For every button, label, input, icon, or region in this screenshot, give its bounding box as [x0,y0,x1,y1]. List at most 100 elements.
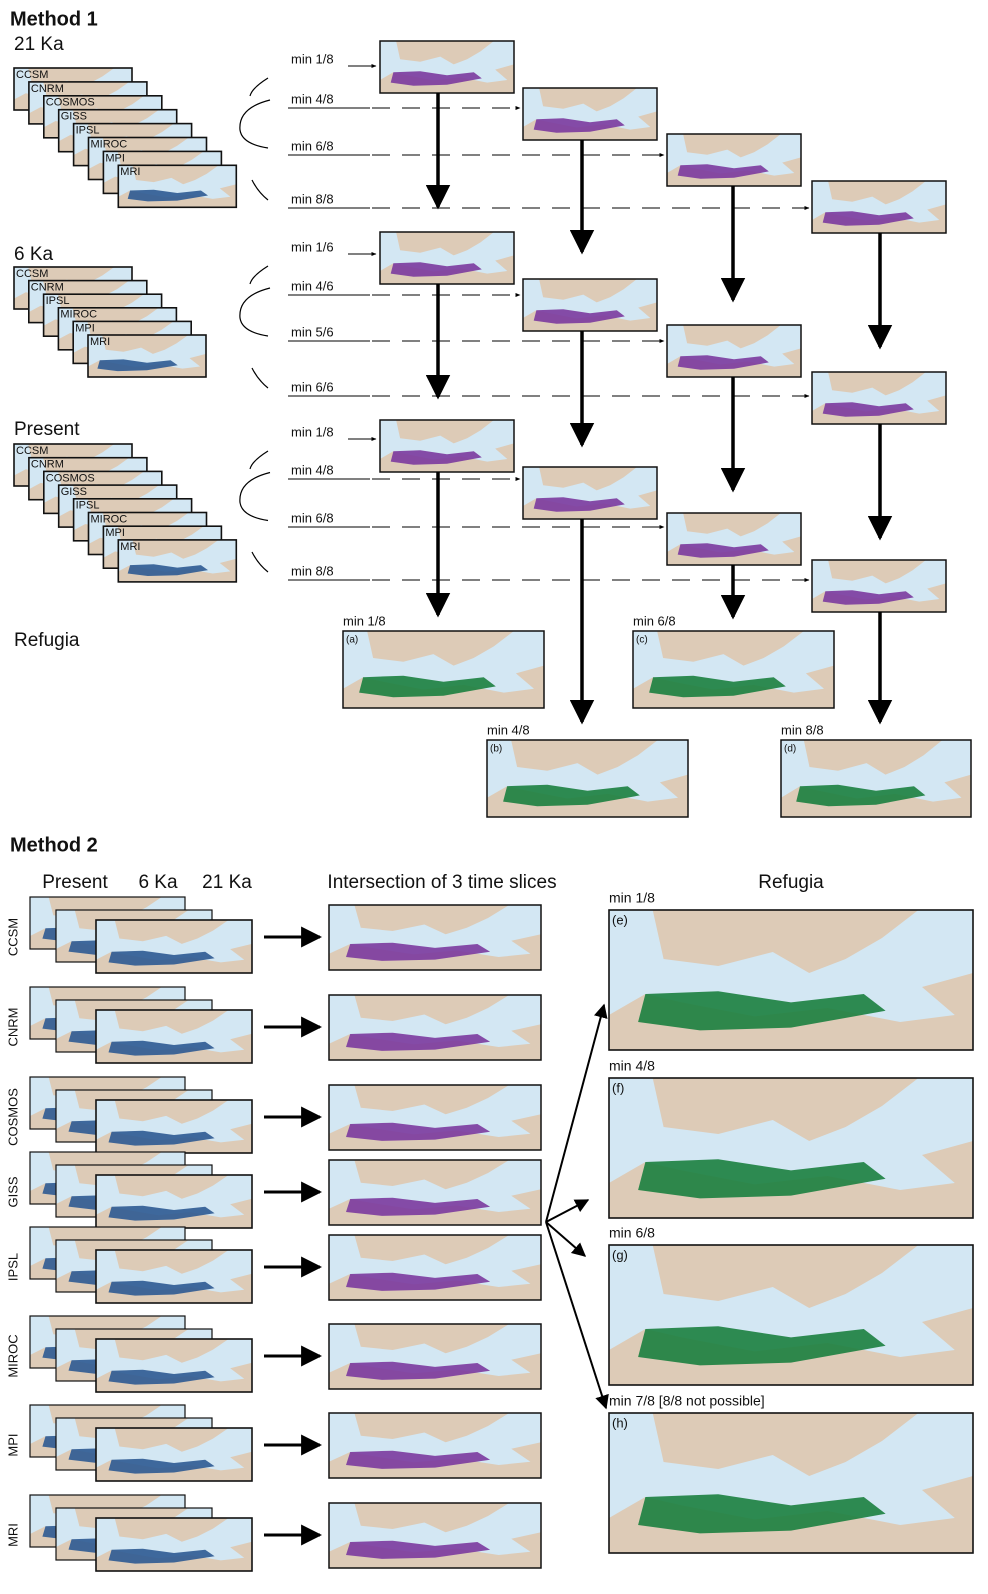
label: COSMOS [46,97,95,109]
label: (d) [784,744,796,755]
label: Present [14,419,80,440]
label: CNRM [31,459,64,471]
label: min 4/8 [487,722,530,737]
label: (g) [612,1247,628,1262]
arrow [546,1005,604,1222]
label: (a) [346,635,358,646]
label: MPI [105,527,125,539]
label: min 6/8 [291,138,334,153]
map [96,1010,252,1063]
label: Refugia [758,872,824,893]
label: MRI [120,166,140,178]
map [667,134,801,186]
map [329,1160,541,1225]
map [329,1413,541,1478]
label: 6 Ka [138,872,178,893]
label: min 5/6 [291,324,334,339]
label: min 6/8 [291,510,334,525]
map [609,1413,973,1553]
brace [240,451,270,572]
label: GISS [5,1176,20,1207]
map [329,905,541,970]
label: 21 Ka [14,34,64,55]
map [96,1518,252,1571]
label: Method 1 [10,8,98,30]
label: min 6/6 [291,379,334,394]
label: MIROC [5,1334,20,1377]
label: MRI [90,336,110,348]
label: IPSL [5,1253,20,1281]
label: CNRM [5,1008,20,1047]
label: GISS [61,111,87,123]
map [812,560,946,612]
label: IPSL [76,125,100,137]
map [523,279,657,331]
label: CCSM [5,918,20,956]
arrow [546,1200,588,1222]
brace [240,266,270,388]
label: MRI [120,541,140,553]
map [380,41,514,93]
label: (e) [612,912,628,927]
map [812,372,946,424]
map [667,325,801,377]
label: MRI [5,1523,20,1547]
label: MIROC [91,138,128,150]
label: IPSL [76,500,100,512]
label: (h) [612,1415,628,1430]
label: (f) [612,1080,624,1095]
label: min 8/8 [291,191,334,206]
label: CCSM [16,69,48,81]
label: min 4/8 [609,1058,655,1074]
figure: Method 121 KaCCSMCNRMCOSMOSGISSIPSLMIROC… [0,0,988,1594]
label: IPSL [46,295,70,307]
map [96,920,252,973]
label: Method 2 [10,834,98,856]
map [96,1250,252,1303]
label: min 6/8 [609,1225,655,1241]
label: MPI [75,322,95,334]
map [812,181,946,233]
label: min 8/8 [291,563,334,578]
label: MPI [105,152,125,164]
map [609,910,973,1050]
map [329,1085,541,1150]
map [487,740,688,817]
label: CNRM [31,282,64,294]
map [667,513,801,565]
label: MPI [5,1433,20,1456]
label: min 6/8 [633,613,676,628]
label: min 1/6 [291,239,334,254]
label: GISS [61,486,87,498]
map [329,1503,541,1568]
map [633,631,834,708]
map [609,1078,973,1218]
brace [240,78,270,200]
label: min 1/8 [291,51,334,66]
map [96,1100,252,1153]
label: Refugia [14,630,80,651]
arrow [546,1222,606,1408]
map [523,88,657,140]
label: CNRM [31,83,64,95]
label: Intersection of 3 time slices [327,872,556,893]
label: CCSM [16,445,48,457]
label: Present [42,872,108,893]
map [329,1235,541,1300]
label: MIROC [91,513,128,525]
label: min 8/8 [781,722,824,737]
map [609,1245,973,1385]
label: min 1/8 [343,613,386,628]
label: 6 Ka [14,244,54,265]
map [96,1339,252,1392]
map [329,995,541,1060]
map [380,232,514,284]
map [781,740,971,817]
map [380,420,514,472]
map [96,1428,252,1481]
label: min 1/8 [291,424,334,439]
label: min 4/8 [291,462,334,477]
map [523,467,657,519]
label: 21 Ka [202,872,252,893]
label: min 4/8 [291,91,334,106]
